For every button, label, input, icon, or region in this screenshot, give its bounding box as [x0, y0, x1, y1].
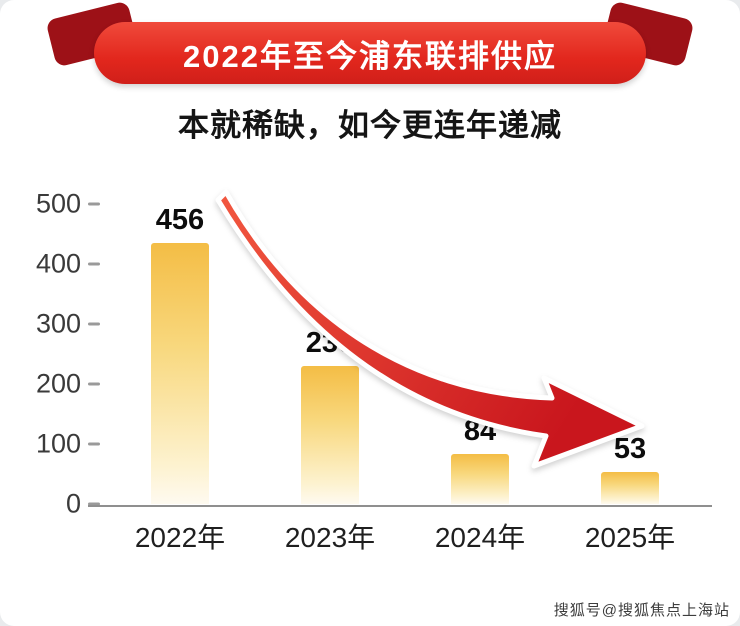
y-tick: 500 — [36, 189, 100, 220]
bar-group: 230 2023年 — [285, 204, 375, 553]
bar — [601, 472, 659, 504]
banner: 2022年至今浦东联排供应 — [94, 22, 646, 84]
x-axis-baseline — [88, 505, 712, 507]
y-axis: 0 100 200 300 400 500 — [0, 189, 100, 519]
y-tick-label: 200 — [35, 368, 81, 399]
y-tick-label: 300 — [35, 308, 81, 339]
y-tick: 0 — [66, 489, 100, 520]
y-tick: 400 — [36, 249, 100, 280]
x-axis-label: 2023年 — [284, 522, 376, 553]
banner-title: 2022年至今浦东联排供应 — [183, 38, 557, 74]
x-axis-label: 2025年 — [584, 522, 676, 553]
x-axis-label: 2022年 — [134, 522, 226, 553]
bar-value-label: 84 — [463, 414, 497, 447]
bar — [451, 453, 509, 504]
bar — [151, 243, 209, 504]
bar-value-label: 456 — [155, 204, 205, 236]
bar-group: 456 2022年 — [135, 204, 225, 553]
watermark: 搜狐号@搜狐焦点上海站 — [553, 602, 730, 619]
bar-chart: 0 100 200 300 400 500 456 2022年 230 2023年 84 2024年… — [0, 168, 740, 598]
bar-group: 53 2025年 — [585, 204, 675, 553]
y-tick-label: 100 — [35, 428, 81, 459]
bar-value-label: 53 — [613, 433, 647, 466]
bar — [301, 366, 359, 504]
y-tick-mark — [88, 262, 100, 266]
y-tick: 100 — [36, 429, 100, 460]
y-tick-label: 0 — [65, 488, 81, 519]
y-tick-mark — [88, 382, 100, 386]
y-tick: 200 — [36, 369, 100, 400]
y-tick-mark — [88, 502, 100, 506]
y-tick-mark — [88, 442, 100, 446]
y-tick: 300 — [36, 309, 100, 340]
y-tick-mark — [88, 202, 100, 206]
bar-group: 84 2024年 — [435, 204, 525, 553]
y-tick-label: 500 — [35, 188, 81, 219]
y-tick-label: 400 — [35, 248, 81, 279]
x-axis-label: 2024年 — [434, 522, 526, 553]
y-tick-mark — [88, 322, 100, 326]
chart-subtitle: 本就稀缺，如今更连年递减 — [178, 108, 562, 143]
banner-ribbon: 2022年至今浦东联排供应 — [45, 0, 695, 84]
bar-value-label: 230 — [305, 327, 355, 359]
bars: 456 2022年 230 2023年 84 2024年 53 2025年 — [105, 204, 705, 553]
